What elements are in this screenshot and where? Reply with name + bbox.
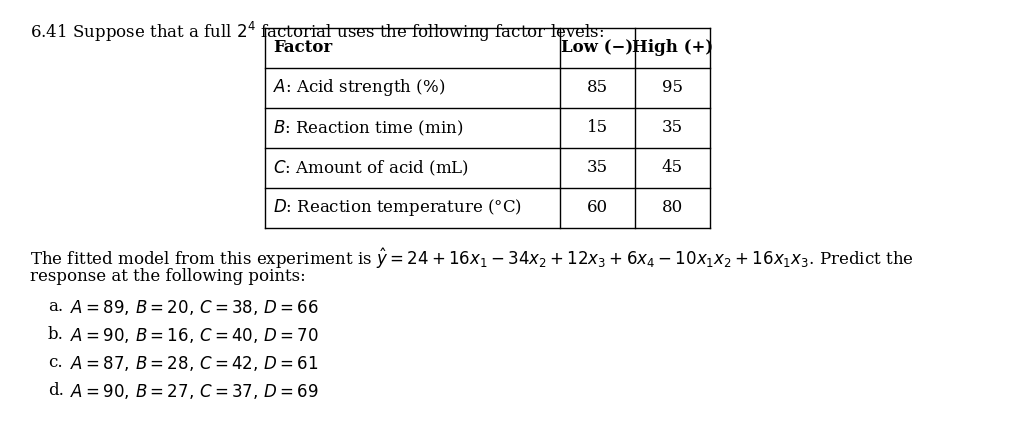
Text: 60: 60 [587,200,608,217]
Text: $A = 90,\, B = 27,\, C = 37,\, D = 69$: $A = 90,\, B = 27,\, C = 37,\, D = 69$ [70,382,318,401]
Text: d.: d. [48,382,64,399]
Text: High (+): High (+) [632,39,713,56]
Text: a.: a. [48,298,63,315]
Text: b.: b. [48,326,64,343]
Text: $\mathit{D}$: Reaction temperature (°C): $\mathit{D}$: Reaction temperature (°C) [273,198,522,218]
Text: 80: 80 [662,200,683,217]
Text: 45: 45 [662,159,683,176]
Text: $A = 87,\, B = 28,\, C = 42,\, D = 61$: $A = 87,\, B = 28,\, C = 42,\, D = 61$ [70,354,318,373]
Text: response at the following points:: response at the following points: [30,268,305,285]
Text: $A = 89,\, B = 20,\, C = 38,\, D = 66$: $A = 89,\, B = 20,\, C = 38,\, D = 66$ [70,298,318,317]
Text: $\mathit{C}$: Amount of acid (mL): $\mathit{C}$: Amount of acid (mL) [273,159,469,178]
Text: $A = 90,\, B = 16,\, C = 40,\, D = 70$: $A = 90,\, B = 16,\, C = 40,\, D = 70$ [70,326,318,345]
Text: 95: 95 [662,80,683,97]
Text: 35: 35 [662,120,683,137]
Text: 85: 85 [587,80,608,97]
Text: 35: 35 [587,159,608,176]
Text: The fitted model from this experiment is $\hat{y} = 24 + 16x_1 - 34x_2 + 12x_3 +: The fitted model from this experiment is… [30,246,914,271]
Text: 15: 15 [587,120,608,137]
Text: $\mathit{A}$: Acid strength (%): $\mathit{A}$: Acid strength (%) [273,78,445,98]
Text: Low (−): Low (−) [561,39,634,56]
Text: $\mathit{B}$: Reaction time (min): $\mathit{B}$: Reaction time (min) [273,118,463,138]
Text: c.: c. [48,354,63,371]
Text: Factor: Factor [273,39,333,56]
Text: 6.41 Suppose that a full $2^4$ factorial uses the following factor levels:: 6.41 Suppose that a full $2^4$ factorial… [30,20,605,44]
